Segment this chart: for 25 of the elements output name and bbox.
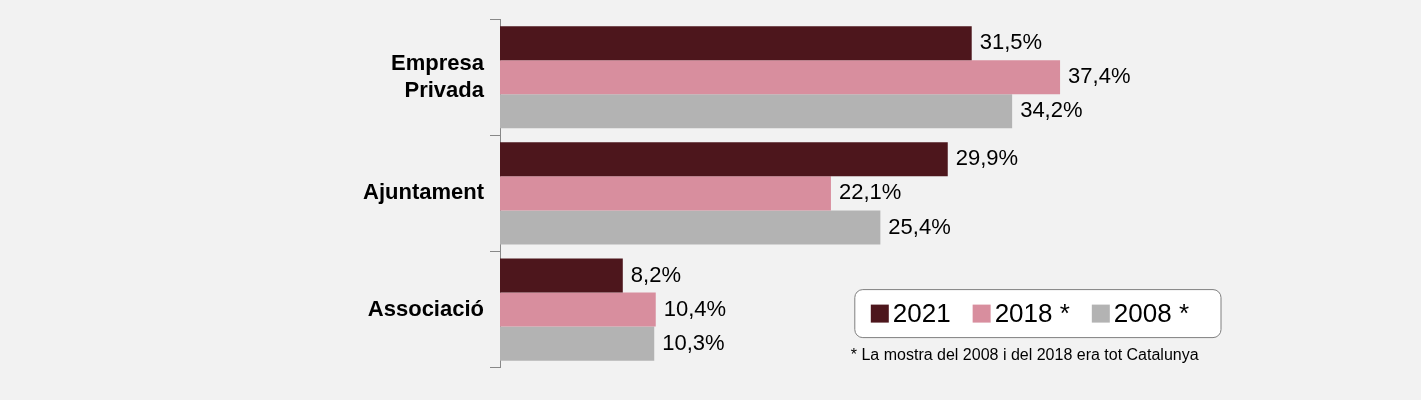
bar — [500, 142, 948, 177]
data-label: 31,5% — [979, 29, 1043, 55]
bar — [500, 176, 831, 211]
y-tick-label: Empresa Privada — [391, 50, 485, 102]
legend-label: 2021 — [892, 297, 951, 328]
data-label: 10,4% — [663, 295, 727, 321]
y-tick-label: Ajuntament — [363, 179, 485, 205]
data-label: 8,2% — [630, 261, 681, 287]
data-label: 29,9% — [955, 145, 1019, 171]
data-label: 10,3% — [662, 329, 725, 355]
legend-label: 2008 * — [1113, 297, 1190, 328]
data-label: 25,4% — [888, 213, 951, 239]
bar — [500, 326, 655, 361]
data-label: 34,2% — [1020, 97, 1083, 123]
bar — [500, 26, 972, 61]
data-label: 37,4% — [1068, 63, 1131, 89]
bar — [500, 60, 1061, 95]
bar — [500, 210, 881, 245]
annotation: * La mostra del 2008 i del 2018 era tot Catalunya — [850, 345, 1199, 363]
bar — [500, 94, 1013, 129]
data-label: 22,1% — [838, 179, 902, 205]
y-tick-label: Associació — [367, 295, 484, 321]
legend-label: 2018 * — [994, 297, 1070, 328]
bar — [500, 292, 656, 327]
bar — [500, 258, 623, 293]
